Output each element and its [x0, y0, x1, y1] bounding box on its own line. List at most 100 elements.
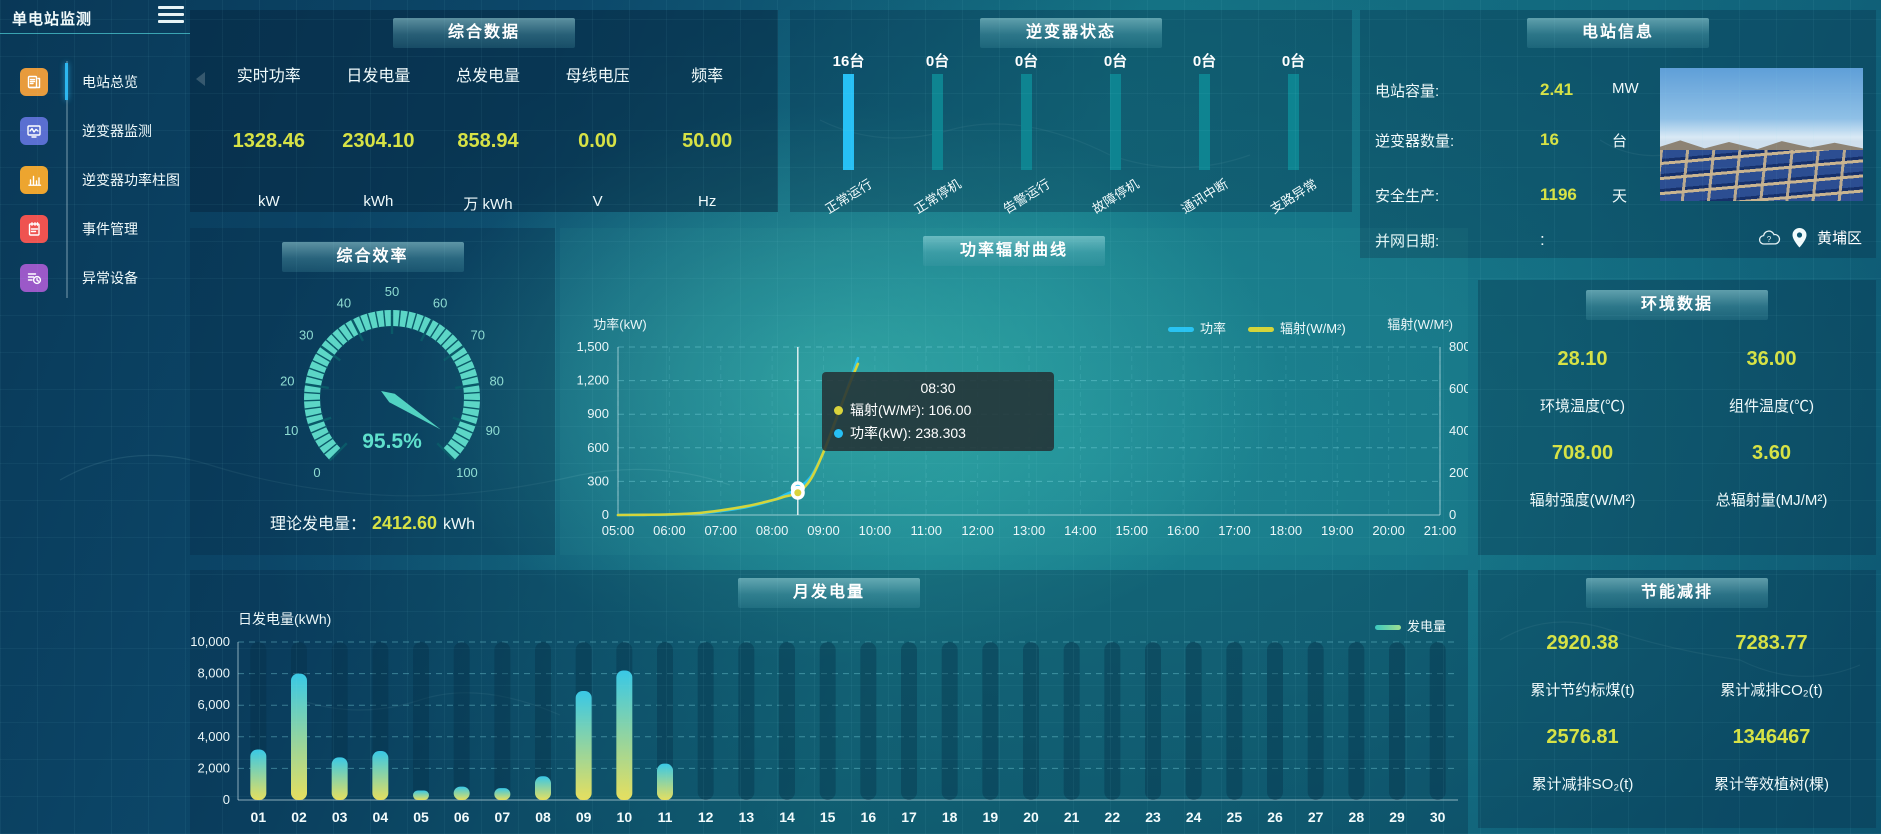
gauge-tick	[328, 442, 348, 462]
axis-text: 08:00	[756, 523, 789, 538]
metric-label: 累计节约标煤(t)	[1530, 682, 1635, 699]
panel-power-radiation: 功率辐射曲线 功率 辐射(W/M²) 0 300 600 900 1,200 1,500 0 2…	[560, 228, 1471, 555]
legend-item-功率[interactable]: 功率	[1168, 318, 1226, 337]
legend-item-辐射(W/M²)[interactable]: 辐射(W/M²)	[1248, 318, 1346, 337]
bar-shadow	[697, 642, 714, 800]
summary-stat-母线电压: 母线电压 0.00 V	[543, 52, 653, 214]
axis-text: 14:00	[1064, 523, 1097, 538]
metric-cell: 2920.38 累计节约标煤(t)	[1488, 632, 1677, 726]
gauge-tick	[397, 310, 401, 328]
metric-value: 28.10	[1557, 348, 1608, 370]
line-chart-legend[interactable]: 功率 辐射(W/M²)	[1168, 318, 1346, 337]
bar-value[interactable]	[250, 749, 267, 800]
bar-value[interactable]	[575, 690, 592, 800]
gauge-tick	[462, 406, 480, 410]
gauge-tick	[419, 319, 434, 342]
bar-value[interactable]	[535, 776, 551, 800]
gauge-tick	[383, 310, 387, 328]
bar-value[interactable]	[413, 790, 429, 800]
panel-efficiency-title: 综合效率	[281, 242, 464, 272]
gauge-tick	[404, 311, 410, 329]
axis-text: 06:00	[653, 523, 686, 538]
bar-shadow	[901, 642, 917, 800]
bar-shadow	[1348, 642, 1365, 800]
axis-text: 26	[1267, 809, 1283, 825]
axis-text: 12:00	[961, 523, 994, 538]
summary-stat-实时功率: 实时功率 1328.46 kW	[214, 52, 324, 214]
sidebar-item-4[interactable]: 事件管理	[0, 204, 182, 253]
legend-item-energy[interactable]: 发电量	[1375, 616, 1446, 635]
axis-text: 27	[1308, 809, 1324, 825]
axis-text: 15	[820, 809, 836, 825]
axis-text: 功率(kW)	[593, 317, 646, 332]
sidebar-item-2[interactable]: 逆变器监测	[0, 106, 182, 155]
axis-text: 18	[942, 809, 958, 825]
monthly-energy-chart[interactable]: 0 2,000 4,000 6,000 8,000 10,000 日发电量(kWh) 01 02…	[190, 610, 1468, 834]
axis-text: 04	[373, 809, 389, 825]
axis-text: 400	[1449, 423, 1468, 438]
power-bars-icon	[20, 165, 48, 194]
gauge-tick	[443, 345, 464, 362]
gauge-tick	[304, 406, 322, 410]
sidebar-item-3[interactable]: 逆变器功率柱图	[0, 155, 182, 204]
gauge-tick	[318, 437, 334, 449]
energy-saving-grid: 2920.38 累计节约标煤(t) 7283.77 累计减排CO₂(t) 2576.81…	[1488, 632, 1866, 820]
station-info-value: 1196	[1540, 185, 1577, 204]
metric-cell: 1346467 累计等效植树(棵)	[1677, 726, 1866, 820]
panel-energy-saving-title: 节能减排	[1586, 578, 1768, 608]
bar-shadow	[982, 642, 999, 800]
bar-shadow	[1267, 642, 1283, 800]
gauge-tick	[429, 323, 440, 339]
axis-text: 06	[454, 809, 470, 825]
stat-value: 50.00	[682, 130, 733, 152]
bar-value[interactable]	[291, 673, 307, 800]
bar-value[interactable]	[453, 786, 470, 800]
summary-stat-日发电量: 日发电量 2304.10 kWh	[324, 52, 434, 214]
stat-label: 实时功率	[236, 68, 301, 85]
gauge-tick	[315, 352, 332, 363]
axis-text: 95.5%	[362, 430, 422, 453]
axis-text: 09	[576, 809, 592, 825]
panel-power-radiation-title: 功率辐射曲线	[923, 236, 1105, 266]
inverter-status-item: 0台 正常停机	[908, 50, 968, 216]
gauge-tick	[452, 352, 469, 363]
hamburger-menu-icon[interactable]	[158, 6, 184, 24]
efficiency-gauge[interactable]: 0 10 20 30 40 50 60 70 80 90 100 95.5%	[212, 280, 552, 525]
abnormal-device-icon	[20, 263, 48, 292]
inverter-status-item: 0台 告警运行	[997, 50, 1057, 216]
sidebar-item-1[interactable]: 电站总览	[0, 57, 182, 106]
inverter-status-label: 故障停机	[1089, 176, 1143, 217]
axis-text: 2,000	[197, 760, 230, 775]
gauge-tick	[417, 315, 426, 333]
bar-value[interactable]	[657, 763, 673, 800]
inverter-status-item: 0台 故障停机	[1086, 50, 1146, 216]
axis-text: 16	[861, 809, 877, 825]
bar-shadow	[1185, 642, 1202, 800]
panel-inverter-status: 逆变器状态 16台 正常运行 0台 正常停机 0台 告警运行 0台 故障停机 0台 通讯中断 0台支…	[790, 10, 1352, 216]
axis-text: 0	[313, 465, 320, 480]
inverter-status-chart[interactable]: 16台 正常运行 0台 正常停机 0台 告警运行 0台 故障停机 0台 通讯中断 0台 支路异常	[804, 50, 1338, 216]
line-chart-svg: 0 300 600 900 1,200 1,500 0 200 400 600 800 05:00 06…	[576, 317, 1470, 538]
inverter-status-label: 告警运行	[1000, 176, 1054, 217]
overview-icon	[20, 67, 48, 96]
gauge-tick	[306, 375, 324, 382]
bar-shadow	[860, 642, 877, 800]
sidebar-item-5[interactable]: 异常设备	[0, 253, 182, 302]
axis-text: 20:00	[1372, 523, 1405, 538]
bar-shadow	[941, 642, 958, 800]
panel-inverter-status-title: 逆变器状态	[980, 18, 1162, 48]
axis-text: 13:00	[1013, 523, 1046, 538]
axis-text: 02	[291, 809, 307, 825]
gauge-tick	[461, 412, 479, 418]
tooltip-series-dot	[834, 405, 843, 415]
bar-value[interactable]	[494, 788, 511, 800]
power-radiation-chart[interactable]: 0 300 600 900 1,200 1,500 0 200 400 600 800 05:00 06…	[560, 228, 1470, 560]
bar-value[interactable]	[372, 751, 389, 800]
hover-dot	[794, 489, 802, 497]
inverter-monitor-icon	[20, 116, 48, 145]
bar-value[interactable]	[616, 670, 633, 800]
axis-text: 日发电量(kWh)	[238, 611, 331, 627]
bar-chart-legend[interactable]: 发电量	[1375, 616, 1446, 635]
bar-value[interactable]	[331, 757, 348, 800]
